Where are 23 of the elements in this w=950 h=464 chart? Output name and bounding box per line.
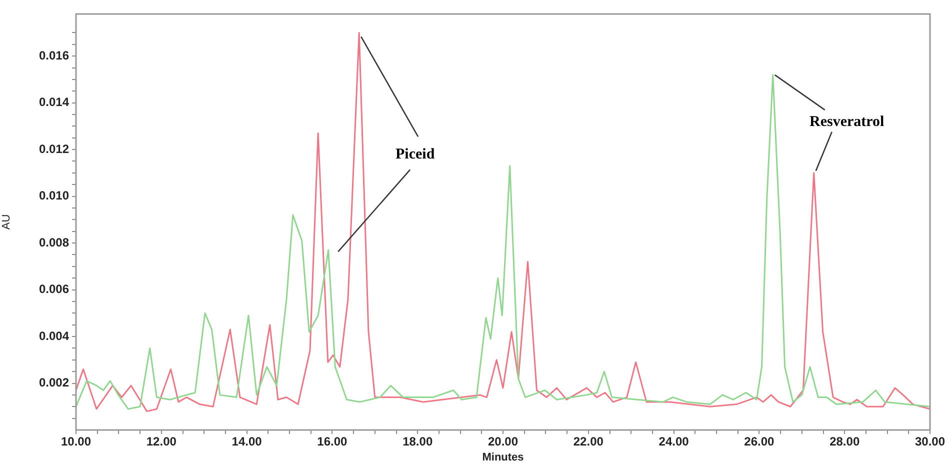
x-axis-title: Minutes <box>482 451 524 464</box>
x-tick-label: 10.00 <box>60 434 92 449</box>
x-tick-label: 14.00 <box>232 434 262 449</box>
x-tick-label: 20.00 <box>488 434 518 449</box>
x-tick-label: 22.00 <box>573 434 604 449</box>
y-tick-label: 0.010 <box>38 188 70 203</box>
x-tick-label: 18.00 <box>402 434 433 449</box>
annotation: Piceid <box>396 146 436 163</box>
y-tick-label: 0.004 <box>38 328 70 343</box>
x-tick-label: 26.00 <box>744 434 775 449</box>
x-tick-label: 28.00 <box>830 434 860 449</box>
annotation: Resveratrol <box>810 114 884 130</box>
y-tick-label: 0.014 <box>38 95 70 110</box>
y-tick-label: 0.008 <box>38 235 70 250</box>
y-tick-label: 0.002 <box>38 376 70 390</box>
x-tick-label: 16.00 <box>317 434 348 449</box>
x-tick-label: 30.00 <box>914 434 946 449</box>
y-tick-label: 0.016 <box>38 48 70 62</box>
x-tick-label: 12.00 <box>146 434 177 449</box>
y-axis-title: AU <box>0 214 13 230</box>
y-tick-label: 0.012 <box>38 142 70 156</box>
x-tick-label: 24.00 <box>658 434 690 449</box>
y-tick-label: 0.006 <box>38 282 70 296</box>
